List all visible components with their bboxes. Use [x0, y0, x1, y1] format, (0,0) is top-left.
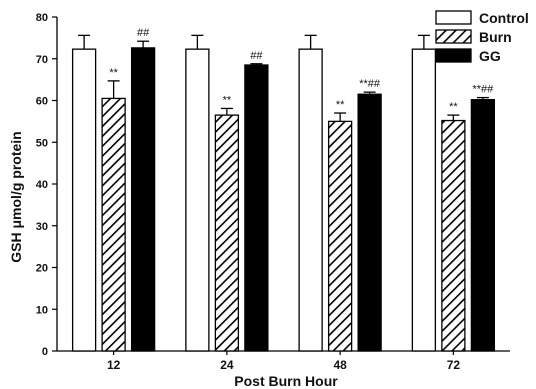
y-tick-label: 60	[36, 96, 48, 108]
significance-label: **##	[472, 84, 494, 96]
bar-gg-48	[357, 93, 382, 352]
x-tick-label: 12	[107, 358, 121, 372]
y-tick-label: 20	[36, 263, 48, 275]
legend-swatch-burn	[435, 29, 472, 44]
y-tick-label: 30	[36, 221, 48, 233]
legend-label-burn: Burn	[479, 29, 512, 45]
bar-burn-48	[327, 120, 353, 352]
bar-control-12	[71, 48, 97, 352]
significance-label: ##	[250, 50, 263, 62]
x-tick-label: 48	[333, 358, 347, 372]
bar-control-48	[298, 48, 323, 352]
bar-burn-12	[101, 97, 126, 352]
legend-label-gg: GG	[479, 48, 501, 64]
legend-swatch-control	[435, 10, 472, 25]
x-tick-label: 24	[220, 358, 234, 372]
significance-label: ##	[137, 27, 150, 39]
y-axis-label: GSH μmol/g protein	[8, 131, 24, 262]
bar-control-72	[411, 48, 437, 352]
bar-burn-24	[214, 114, 240, 352]
y-tick-label: 40	[36, 179, 48, 191]
legend-label-control: Control	[479, 10, 529, 26]
bar-gg-12	[130, 47, 156, 352]
y-tick-label: 70	[36, 54, 48, 66]
bar-gg-72	[470, 99, 496, 352]
y-tick-label: 80	[36, 12, 48, 24]
bar-control-24	[185, 48, 210, 352]
y-tick-label: 50	[36, 137, 48, 149]
significance-label: **	[109, 67, 118, 79]
bar-burn-72	[441, 119, 466, 352]
significance-label: **##	[359, 78, 381, 90]
y-tick-label: 0	[42, 346, 48, 358]
x-tick-label: 72	[447, 358, 461, 372]
bars-layer: **##**##****##****##	[71, 27, 496, 352]
y-tick-label: 10	[36, 304, 48, 316]
bar-gg-24	[244, 64, 269, 352]
legend-swatch-gg	[435, 48, 472, 63]
legend: Control Burn GG	[435, 10, 529, 64]
x-axis-label: Post Burn Hour	[234, 373, 338, 389]
significance-label: **	[336, 99, 345, 111]
significance-label: **	[449, 101, 458, 113]
significance-label: **	[223, 94, 232, 106]
